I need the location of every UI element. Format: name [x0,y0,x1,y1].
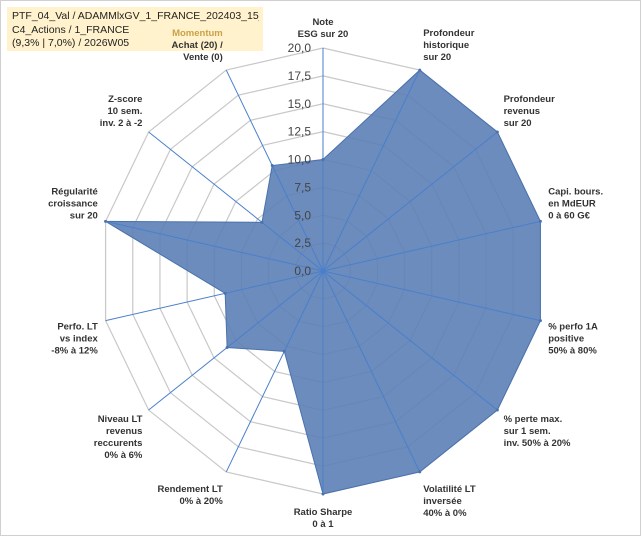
data-point-7 [418,470,422,474]
axis-label-12: Régularité croissance sur 20 [48,187,98,222]
tick-label-1: 2,5 [294,236,311,250]
axis-label-11-line-2: vs index [60,333,99,344]
axis-label-1-line-1: Note [312,17,333,28]
axis-spoke-9 [225,270,324,473]
axis-spoke-2 [322,69,421,272]
axis-label-2: Profondeur historique sur 20 [423,28,474,63]
axis-label-2-line-1: Profondeur [423,28,474,39]
axis-label-3-line-1: Profondeur [504,94,555,105]
axis-spoke-11 [105,270,324,322]
axis-label-13-line-3: inv. 2 à -2 [100,118,143,129]
axis-label-4-line-3: 0 à 60 G€ [548,211,590,222]
tick-label-7: 17,5 [288,69,312,83]
tick-label-2: 5,0 [294,208,311,222]
axis-spoke-6 [322,270,498,411]
axis-label-7-line-1: Volatilité LT [423,484,476,495]
data-point-14 [270,164,274,168]
axis-label-6-line-2: sur 1 sem. [504,426,551,437]
data-point-13 [260,220,264,224]
axis-spoke-3 [322,131,498,272]
data-point-1 [321,158,325,161]
axis-label-12-line-2: croissance [48,199,98,210]
axis-label-14: Momentum Achat (20) / Vente (0) [172,28,224,63]
axis-label-4: Capi. bours. en MdEUR 0 à 60 G€ [548,187,603,222]
tick-label-5: 12,5 [288,125,312,139]
tick-label-4: 10,0 [288,153,312,167]
axis-label-1: Note ESG sur 20 [298,17,349,40]
axis-label-5-line-3: 50% à 80% [548,345,597,356]
axis-label-2-line-2: historique [423,40,469,51]
axis-label-10: Niveau LT revenus reccurents 0% à 6% [94,414,143,461]
axis-label-14-line-3: Vente (0) [183,52,223,63]
tick-label-3: 7,5 [294,180,311,194]
info-line-portfolio: PTF_04_Val / ADAMMlxGV_1_FRANCE_202403_1… [12,10,259,22]
axis-label-13: Z-score 10 sem. inv. 2 à -2 [100,94,143,129]
axis-label-5-line-1: % perfo 1A [548,321,598,332]
axis-label-11-line-1: Perfo. LT [57,321,98,332]
tick-label-6: 15,0 [288,97,312,111]
data-point-4 [538,219,542,223]
data-point-2 [418,68,422,72]
axis-label-7-line-2: inversée [423,496,462,507]
data-point-5 [538,319,542,323]
axis-label-4-line-2: en MdEUR [548,199,596,210]
axis-label-1-line-2: ESG sur 20 [298,29,349,40]
data-point-3 [495,130,499,134]
axis-label-10-line-2: revenus [106,426,142,437]
axis-spoke-14 [225,69,324,272]
data-point-12 [104,219,108,223]
axis-label-14-line-2: Achat (20) / [172,40,224,51]
portfolio-info-box: PTF_04_Val / ADAMMlxGV_1_FRANCE_202403_1… [7,7,263,51]
axis-label-5-line-2: positive [548,333,584,344]
axis-label-5: % perfo 1A positive 50% à 80% [548,321,598,356]
axis-label-12-line-3: sur 20 [70,211,98,222]
axis-label-8: Ratio Sharpe 0 à 1 [294,507,353,530]
axis-label-8-line-1: Ratio Sharpe [294,507,353,518]
axis-label-7-line-3: 40% à 0% [423,508,467,519]
info-line-stats: (9,3% | 7,0%) / 2026W05 [12,37,130,50]
axis-label-9: Rendement LT 0% à 20% [157,484,223,507]
data-point-11 [223,291,227,295]
axis-spoke-12 [105,220,324,272]
axis-spoke-13 [148,131,324,272]
axis-label-4-line-1: Capi. bours. [548,187,603,198]
axis-label-13-line-2: 10 sem. [108,106,143,117]
axis-label-6-line-3: inv. 50% à 20% [504,438,571,449]
data-point-6 [495,408,499,412]
axis-label-3-line-3: sur 20 [504,118,532,129]
axis-label-2-line-3: sur 20 [423,52,451,63]
axis-label-11-line-3: -8% à 12% [51,345,98,356]
axis-label-9-line-2: 0% à 20% [179,496,223,507]
axis-label-8-line-2: 0 à 1 [312,519,334,530]
axis-label-3-line-2: revenus [504,106,540,117]
tick-label-0: 0,0 [294,264,311,278]
axis-label-6-line-1: % perte max. [504,414,563,425]
axis-label-13-line-1: Z-score [108,94,142,105]
axis-label-6: % perte max. sur 1 sem. inv. 50% à 20% [504,414,571,449]
axis-label-3: Profondeur revenus sur 20 [504,94,555,129]
data-point-9 [282,349,286,353]
axis-label-11: Perfo. LT vs index -8% à 12% [51,321,98,356]
axis-label-10-line-1: Niveau LT [98,414,143,425]
tick-label-8: 20,0 [288,41,312,55]
axis-label-12-line-1: Régularité [51,187,97,198]
data-point-10 [225,345,229,349]
axis-label-9-line-1: Rendement LT [157,484,222,495]
axis-label-14-line-1: Momentum [172,28,223,39]
axis-spoke-10 [148,270,324,411]
axis-label-10-line-4: 0% à 6% [104,450,143,461]
axis-spoke-7 [322,270,421,473]
data-point-8 [321,492,325,496]
axis-label-10-line-3: reccurents [94,438,143,449]
axis-spoke-4 [322,220,541,272]
axis-spoke-5 [322,270,541,322]
info-line-category: C4_Actions / 1_FRANCE [12,23,130,36]
axis-label-7: Volatilité LT inversée 40% à 0% [423,484,476,519]
